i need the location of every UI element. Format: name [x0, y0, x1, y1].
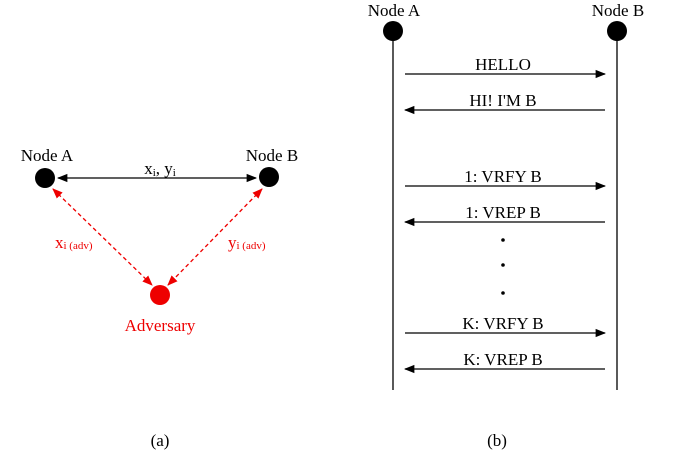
node: [259, 167, 279, 187]
adversary-label: Adversary: [125, 316, 196, 335]
panel-a: Node A Node B xi, yi xi (adv) yi (adv) A…: [21, 146, 298, 450]
message-label: K: VRFY B: [462, 314, 543, 333]
message-label: K: VREP B: [463, 350, 542, 369]
message-label: HELLO: [475, 55, 531, 74]
message-label: 1: VREP B: [465, 203, 541, 222]
node: [607, 21, 627, 41]
adversary-node: [150, 285, 170, 305]
node-label: Node B: [246, 146, 298, 165]
message-label: 1: VRFY B: [464, 167, 541, 186]
ellipsis-dot: [501, 238, 505, 242]
caption: (a): [151, 431, 170, 450]
node-label: Node A: [368, 1, 421, 20]
node-label: Node A: [21, 146, 74, 165]
edge-label: yi (adv): [228, 233, 266, 252]
node-label: Node B: [592, 1, 644, 20]
panel-b: Node A Node B (b) HELLO HI! I'M B 1: VRFY …: [368, 1, 644, 450]
edge-label: xi (adv): [55, 233, 93, 252]
node: [383, 21, 403, 41]
ellipsis-dot: [501, 263, 505, 267]
ellipsis-dot: [501, 291, 505, 295]
caption: (b): [487, 431, 507, 450]
message-label: HI! I'M B: [469, 91, 536, 110]
edge: [167, 188, 263, 286]
edge-label: xi, yi: [144, 159, 176, 179]
node: [35, 168, 55, 188]
edge: [52, 188, 153, 286]
